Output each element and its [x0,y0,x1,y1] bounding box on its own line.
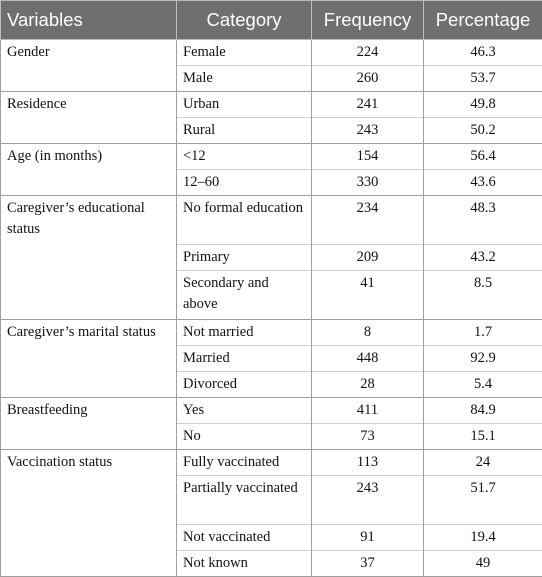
frequency-cell: 209 [312,245,424,271]
table-row: Caregiver’s educational status No formal… [1,196,542,245]
variable-educational-status: Caregiver’s educational status [1,196,177,320]
header-category: Category [177,1,312,40]
percentage-cell: 92.9 [424,346,542,372]
percentage-cell: 51.7 [424,476,542,525]
frequency-cell: 243 [312,118,424,144]
category-cell: Divorced [177,372,312,398]
table-row: Vaccination status Fully vaccinated 113 … [1,450,542,476]
table-row: Gender Female 224 46.3 [1,40,542,66]
percentage-cell: 48.3 [424,196,542,245]
percentage-cell: 19.4 [424,525,542,551]
frequency-cell: 330 [312,170,424,196]
category-cell: No formal education [177,196,312,245]
variable-residence: Residence [1,92,177,144]
frequency-cell: 113 [312,450,424,476]
frequency-cell: 224 [312,40,424,66]
variable-age: Age (in months) [1,144,177,196]
percentage-cell: 84.9 [424,398,542,424]
frequency-cell: 37 [312,551,424,577]
table-header: Variables Category Frequency Percentage [1,1,542,40]
category-cell: Secondary and above [177,271,312,320]
category-cell: 12–60 [177,170,312,196]
frequency-cell: 448 [312,346,424,372]
header-variables: Variables [1,1,177,40]
frequency-cell: 8 [312,320,424,346]
percentage-cell: 53.7 [424,66,542,92]
percentage-cell: 1.7 [424,320,542,346]
category-cell: Not known [177,551,312,577]
table-body: Gender Female 224 46.3 Male 260 53.7 Res… [1,40,542,577]
category-cell: Not vaccinated [177,525,312,551]
frequency-cell: 260 [312,66,424,92]
category-cell: Female [177,40,312,66]
percentage-cell: 24 [424,450,542,476]
category-cell: Rural [177,118,312,144]
percentage-cell: 49.8 [424,92,542,118]
category-cell: <12 [177,144,312,170]
table-row: Age (in months) <12 154 56.4 [1,144,542,170]
frequency-cell: 73 [312,424,424,450]
frequency-cell: 154 [312,144,424,170]
table-row: Breastfeeding Yes 411 84.9 [1,398,542,424]
percentage-cell: 5.4 [424,372,542,398]
frequency-cell: 243 [312,476,424,525]
frequency-cell: 234 [312,196,424,245]
variable-marital-status: Caregiver’s marital status [1,320,177,398]
category-cell: Fully vaccinated [177,450,312,476]
frequency-cell: 411 [312,398,424,424]
frequency-cell: 241 [312,92,424,118]
variable-breastfeeding: Breastfeeding [1,398,177,450]
variable-gender: Gender [1,40,177,92]
category-cell: Not married [177,320,312,346]
header-frequency: Frequency [312,1,424,40]
percentage-cell: 56.4 [424,144,542,170]
table-row: Residence Urban 241 49.8 [1,92,542,118]
percentage-cell: 49 [424,551,542,577]
frequency-cell: 28 [312,372,424,398]
category-cell: Married [177,346,312,372]
frequency-cell: 41 [312,271,424,320]
category-cell: Male [177,66,312,92]
percentage-cell: 43.2 [424,245,542,271]
header-percentage: Percentage [424,1,542,40]
category-cell: Partially vaccinated [177,476,312,525]
percentage-cell: 15.1 [424,424,542,450]
category-cell: No [177,424,312,450]
frequency-cell: 91 [312,525,424,551]
percentage-cell: 43.6 [424,170,542,196]
variable-vaccination-status: Vaccination status [1,450,177,577]
category-cell: Yes [177,398,312,424]
header-row: Variables Category Frequency Percentage [1,1,542,40]
table-row: Caregiver’s marital status Not married 8… [1,320,542,346]
percentage-cell: 8.5 [424,271,542,320]
category-cell: Primary [177,245,312,271]
percentage-cell: 46.3 [424,40,542,66]
category-cell: Urban [177,92,312,118]
percentage-cell: 50.2 [424,118,542,144]
